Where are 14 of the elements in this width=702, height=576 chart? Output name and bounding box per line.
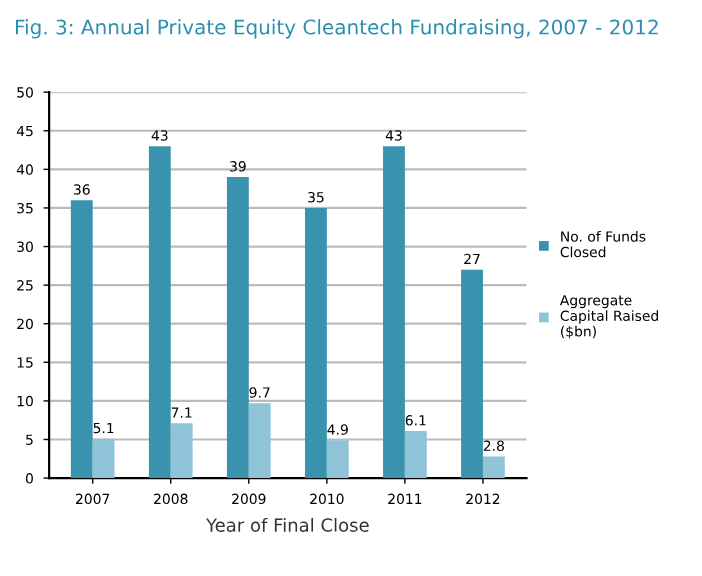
bar	[482, 456, 505, 479]
bar	[304, 207, 327, 479]
bar	[226, 177, 249, 479]
bar	[404, 431, 427, 479]
bar	[70, 200, 93, 479]
bar	[92, 438, 115, 479]
bar	[148, 146, 171, 479]
bar	[383, 146, 405, 479]
bar	[248, 403, 271, 479]
bar	[170, 423, 193, 479]
bar	[326, 440, 349, 479]
bar	[461, 269, 483, 479]
x-axis-title: Year of Final Close	[205, 517, 369, 532]
chart-title: Fig. 3: Annual Private Equity Cleantech Fundraising, 2007 - 2012	[16, 19, 658, 39]
